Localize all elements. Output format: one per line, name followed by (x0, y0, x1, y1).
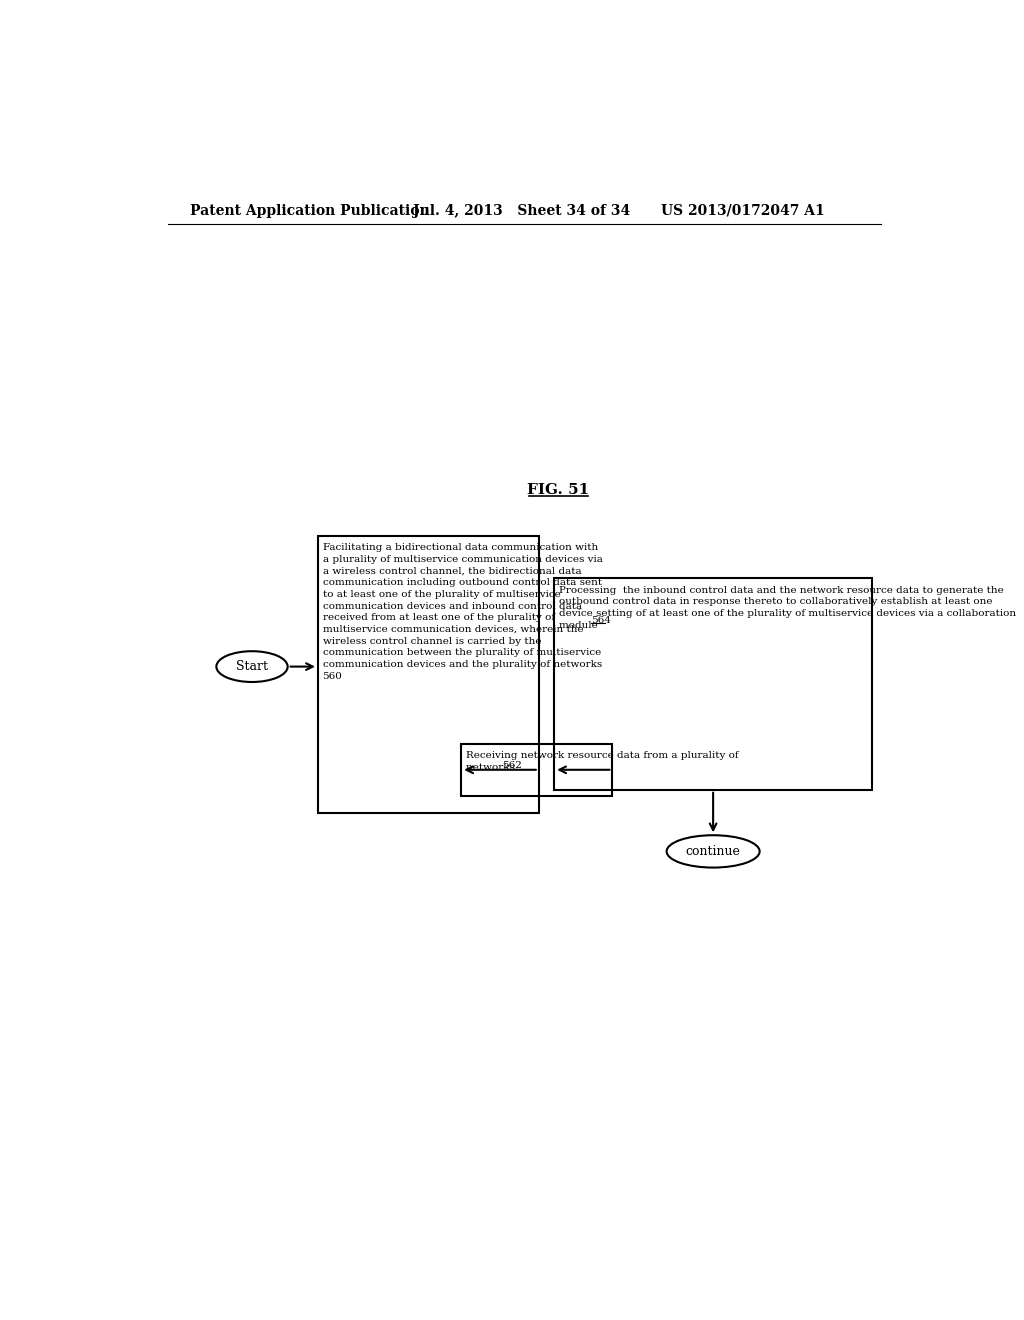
Bar (461, 743, 612, 796)
Text: Jul. 4, 2013   Sheet 34 of 34: Jul. 4, 2013 Sheet 34 of 34 (414, 203, 631, 218)
Bar (317, 536, 539, 813)
Text: FIG. 51: FIG. 51 (527, 483, 589, 496)
Text: 564: 564 (592, 615, 611, 624)
Text: Receiving network resource data from a plurality of
networks: Receiving network resource data from a p… (466, 751, 738, 772)
Text: Facilitating a bidirectional data communication with
a plurality of multiservice: Facilitating a bidirectional data commun… (323, 544, 602, 681)
Text: Patent Application Publication: Patent Application Publication (190, 203, 430, 218)
Text: US 2013/0172047 A1: US 2013/0172047 A1 (662, 203, 825, 218)
Text: Processing  the inbound control data and the network resource data to generate t: Processing the inbound control data and … (559, 586, 1016, 630)
Bar (554, 578, 872, 789)
Text: continue: continue (686, 845, 740, 858)
Text: 562: 562 (503, 762, 522, 771)
Text: Start: Start (236, 660, 268, 673)
